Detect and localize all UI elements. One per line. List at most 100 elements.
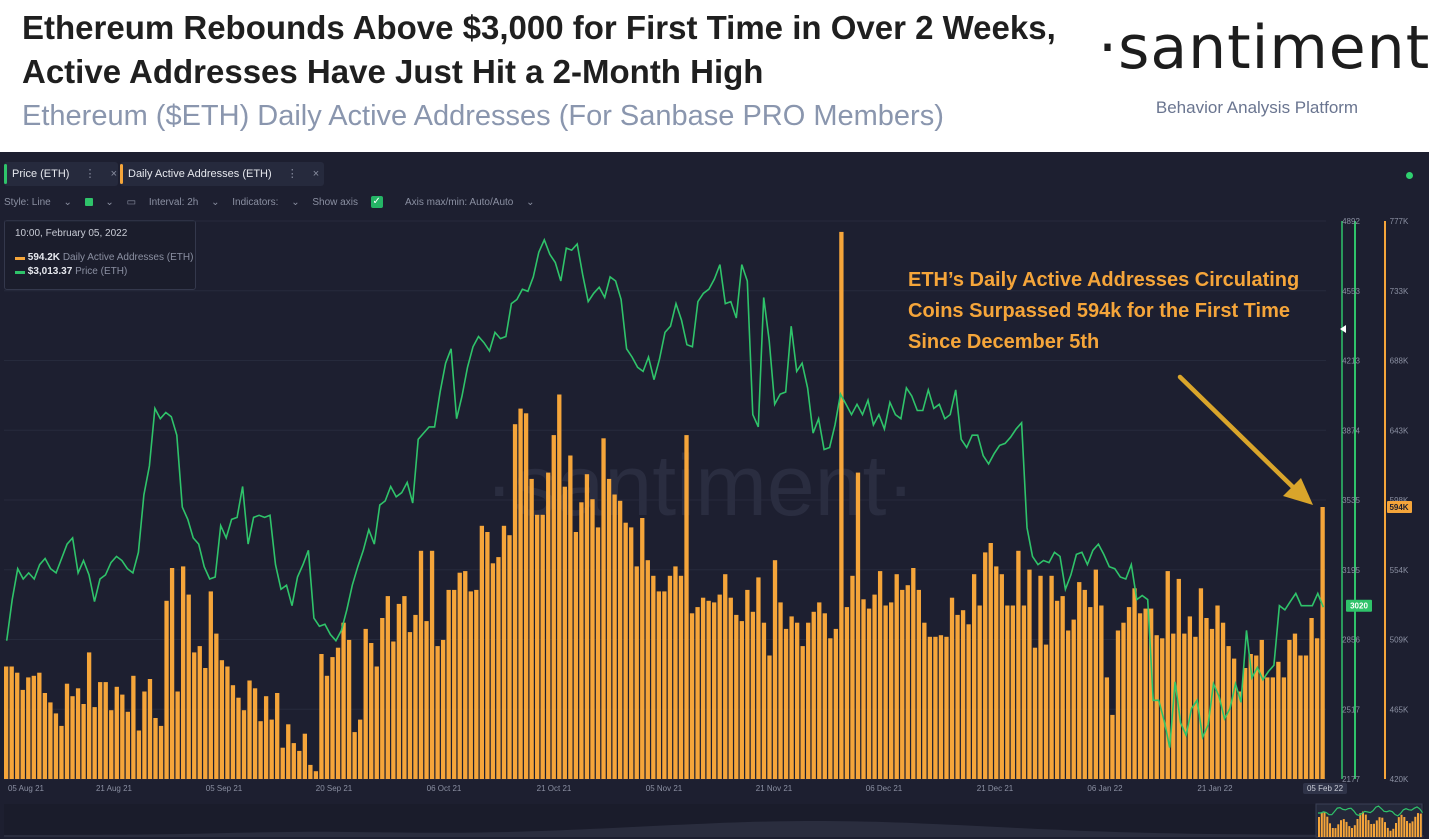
navigator-bar: [1397, 817, 1400, 837]
daa-bar: [1270, 677, 1275, 779]
checkbox-icon[interactable]: ✓: [370, 196, 383, 208]
daa-bar: [1198, 588, 1204, 779]
daa-bar: [507, 535, 512, 779]
daa-bar: [999, 574, 1004, 779]
navigator-bar: [1326, 816, 1329, 837]
daa-bar: [783, 628, 789, 779]
more-icon[interactable]: ⋮: [286, 168, 298, 180]
daa-bar: [518, 408, 523, 779]
daa-bar: [413, 614, 418, 779]
navigator-bar: [1403, 817, 1406, 837]
daa-bar: [1099, 605, 1104, 779]
daa-bar: [125, 711, 130, 779]
navigator-bar: [1367, 820, 1370, 837]
daa-tick-label: 733K: [1390, 287, 1409, 296]
daa-bar: [479, 525, 485, 779]
price-tick-label: 4213: [1342, 357, 1360, 366]
daa-bar: [844, 607, 850, 779]
daa-bar: [1054, 600, 1060, 779]
x-tick-label: 21 Aug 21: [96, 784, 133, 793]
daa-bar: [120, 694, 125, 779]
daa-bar: [955, 614, 960, 779]
price-color-marker: [4, 164, 7, 184]
daa-bar: [551, 435, 556, 779]
navigator-bar: [1373, 823, 1375, 837]
daa-bar: [855, 472, 861, 779]
navigator-bar: [1378, 817, 1381, 837]
interval-select[interactable]: ▭ Interval: 2h ⌄: [126, 196, 220, 208]
daa-bar: [1243, 668, 1248, 779]
metric-chip-daa[interactable]: Daily Active Addresses (ETH) ⋮ ×: [120, 162, 324, 186]
x-tick-label: 21 Jan 22: [1197, 784, 1233, 793]
daa-tick-label: 777K: [1390, 217, 1409, 226]
page-subtitle: Ethereum ($ETH) Daily Active Addresses (…: [22, 100, 944, 132]
daa-bar: [1088, 607, 1093, 779]
daa-legend-dash: ▬: [15, 252, 25, 263]
daa-bar: [651, 575, 656, 779]
navigator-bar: [1331, 828, 1334, 837]
daa-bar: [944, 636, 949, 779]
daa-bar: [346, 639, 352, 779]
daa-bar: [850, 575, 855, 779]
navigator-bar: [1334, 828, 1337, 837]
price-tick-label: 2856: [1342, 636, 1360, 645]
daa-bar: [37, 672, 42, 779]
daa-bar: [1071, 619, 1076, 779]
navigator-bar: [1345, 821, 1348, 837]
daa-bar: [203, 668, 208, 779]
daa-bar: [1132, 588, 1137, 779]
more-icon[interactable]: ⋮: [84, 168, 96, 180]
daa-bar: [26, 677, 31, 779]
daa-bar: [822, 613, 827, 779]
daa-bar: [31, 675, 36, 779]
daa-bar: [1060, 596, 1065, 779]
daa-bar: [1276, 661, 1281, 779]
daa-bar: [81, 704, 86, 779]
navigator-bar: [1381, 817, 1384, 837]
daa-bar: [916, 589, 921, 779]
daa-bar: [380, 618, 385, 779]
x-tick-label: 06 Jan 22: [1087, 784, 1123, 793]
header: Ethereum Rebounds Above $3,000 for First…: [0, 0, 1429, 152]
daa-bar: [142, 691, 147, 779]
daa-bar: [86, 652, 92, 779]
santiment-logo: ·santiment·: [1098, 13, 1429, 83]
daa-bar: [4, 666, 9, 779]
close-icon[interactable]: ×: [312, 168, 320, 180]
daa-bar: [645, 560, 650, 779]
style-select[interactable]: Style: Line ⌄: [4, 196, 72, 208]
daa-bar: [905, 585, 910, 779]
chart-svg[interactable]: ·santiment· 4892455342133874353531952856…: [0, 152, 1429, 839]
daa-current-label: 594K: [1389, 503, 1408, 512]
daa-tick-label: 643K: [1390, 426, 1409, 435]
axis-maxmin-label: Axis max/min: Auto/Auto: [404, 196, 514, 208]
daa-bar: [695, 607, 700, 779]
daa-bar: [131, 675, 136, 779]
daa-bar: [595, 527, 601, 779]
daa-bar: [1077, 582, 1082, 779]
daa-bar: [164, 600, 169, 779]
daa-bar: [806, 622, 811, 779]
daa-current-badge: [1387, 501, 1412, 514]
daa-bar: [883, 605, 888, 779]
daa-bar: [988, 543, 993, 779]
price-line: [5, 237, 1325, 748]
daa-bar: [612, 494, 617, 779]
daa-bar: [761, 622, 767, 779]
daa-bar: [280, 747, 285, 779]
show-axis-toggle[interactable]: Show axis ✓: [312, 196, 392, 208]
color-select[interactable]: ⌄: [84, 197, 114, 208]
indicators-select[interactable]: Indicators: ⌄: [232, 196, 300, 208]
metric-chip-price[interactable]: Price (ETH) ⋮ ×: [4, 162, 118, 186]
daa-bar: [1110, 714, 1115, 779]
axis-maxmin-select[interactable]: Axis max/min: Auto/Auto ⌄: [404, 196, 535, 208]
daa-bar: [186, 594, 191, 779]
daa-bar: [590, 499, 595, 779]
daa-bar: [579, 502, 584, 779]
daa-bar: [59, 725, 64, 779]
daa-tick-label: 688K: [1390, 357, 1409, 366]
daa-bar: [1016, 550, 1021, 779]
close-icon[interactable]: ×: [110, 168, 118, 180]
chart-grid: [4, 220, 1326, 780]
daa-bar: [1182, 633, 1187, 779]
